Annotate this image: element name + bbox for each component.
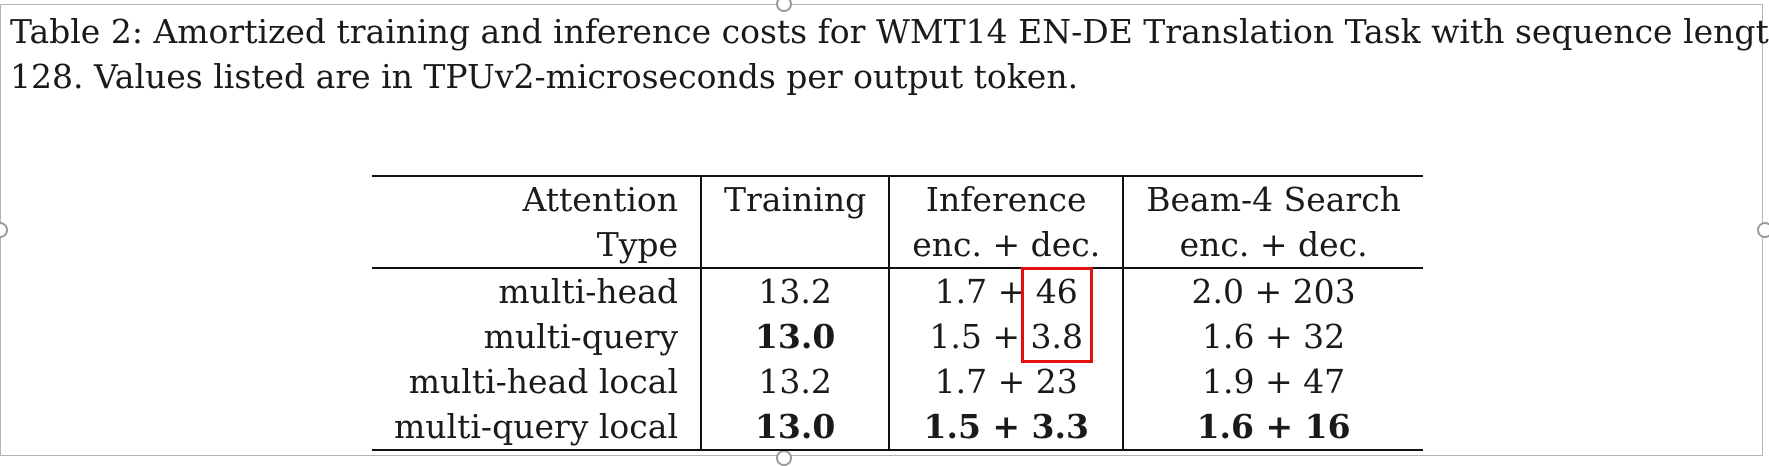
table-caption: Table 2: Amortized training and inferenc… xyxy=(10,9,1769,99)
header-attention-type-line2: Type xyxy=(372,222,703,269)
highlighted-decoder-value: 46 xyxy=(1036,269,1078,314)
cell-inference: 1.5 + 3.8 xyxy=(889,314,1125,359)
cell-beam-search: 1.6 + 16 xyxy=(1196,407,1351,446)
table-row: multi-head local 13.2 1.7 + 23 1.9 + 47 xyxy=(372,359,1423,404)
header-training: Training xyxy=(701,176,891,222)
cell-inference: 1.5 + 3.3 xyxy=(889,404,1125,450)
header-training-line2 xyxy=(701,222,891,269)
cell-beam-search: 1.9 + 47 xyxy=(1202,362,1346,401)
resize-handle-bottom[interactable] xyxy=(776,450,792,466)
resize-handle-right[interactable] xyxy=(1757,222,1769,238)
header-inference-subheader: enc. + dec. xyxy=(889,222,1125,269)
highlighted-decoder-value: 3.8 xyxy=(1031,314,1083,359)
inference-encoder-value: 1.7 + xyxy=(934,272,1026,311)
inference-encoder-value: 1.5 + xyxy=(929,317,1021,356)
cell-beam-search: 2.0 + 203 xyxy=(1191,272,1356,311)
cell-attention-type: multi-head local xyxy=(372,359,703,404)
inference-decoder-value: 46 xyxy=(1035,272,1078,311)
cell-attention-type: multi-query local xyxy=(372,404,703,450)
header-beam-subheader: enc. + dec. xyxy=(1123,222,1423,269)
header-beam-search: Beam-4 Search xyxy=(1146,180,1401,219)
inference-decoder-value: 3.8 xyxy=(1030,317,1084,356)
cell-beam-search: 1.6 + 32 xyxy=(1202,317,1346,356)
results-table: Attention Training Inference Beam-4 Sear… xyxy=(372,175,1423,451)
cell-inference: 1.7 + 23 xyxy=(889,359,1125,404)
table-row: multi-query local 13.0 1.5 + 3.3 1.6 + 1… xyxy=(372,404,1423,450)
cell-inference: 1.7 + 46 xyxy=(889,268,1125,314)
caption-line-2: 128. Values listed are in TPUv2-microsec… xyxy=(10,57,1079,96)
cell-attention-type: multi-head xyxy=(372,268,703,314)
caption-line-1: Table 2: Amortized training and inferenc… xyxy=(10,12,1769,51)
cell-training: 13.0 xyxy=(701,404,891,450)
table-row: multi-query 13.0 1.5 + 3.8 1.6 + 32 xyxy=(372,314,1423,359)
cell-attention-type: multi-query xyxy=(372,314,703,359)
table-row: multi-head 13.2 1.7 + 46 2.0 + 203 xyxy=(372,268,1423,314)
cell-training: 13.2 xyxy=(701,268,891,314)
header-inference: Inference xyxy=(889,176,1125,222)
resize-handle-top[interactable] xyxy=(776,0,792,12)
header-attention-type: Attention xyxy=(372,176,703,222)
cell-training: 13.2 xyxy=(701,359,891,404)
cell-training: 13.0 xyxy=(701,314,891,359)
